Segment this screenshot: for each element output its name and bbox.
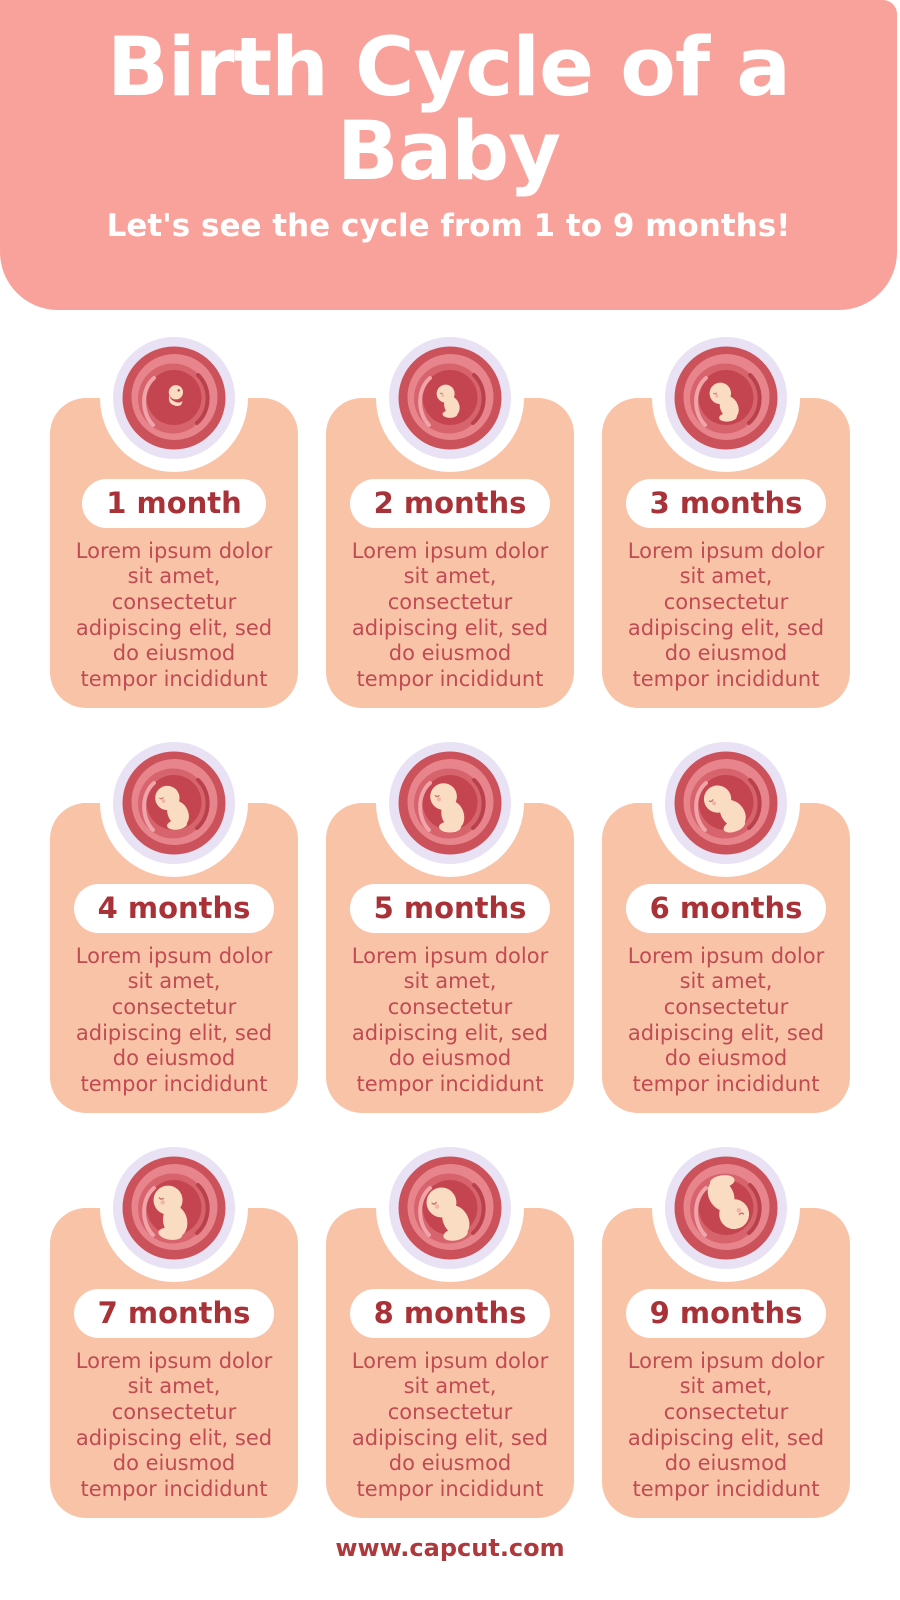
month-cell-9: 9 months Lorem ipsum dolor sit amet, con… [602,1134,850,1518]
month-label-pill: 8 months [349,1289,551,1338]
month-card-5: 5 months Lorem ipsum dolor sit amet, con… [326,729,574,1113]
month-card-1: 1 month Lorem ipsum dolor sit amet, cons… [50,324,298,708]
month-description: Lorem ipsum dolor sit amet, consectetur … [75,538,273,691]
womb-month-5-icon [389,742,511,864]
month-cell-7: 7 months Lorem ipsum dolor sit amet, con… [50,1134,298,1518]
month-label-pill: 7 months [73,1289,275,1338]
womb-month-7-icon [113,1147,235,1269]
month-label-pill: 3 months [625,479,827,528]
womb-month-8-icon [389,1147,511,1269]
month-cell-3: 3 months Lorem ipsum dolor sit amet, con… [602,324,850,708]
month-label-pill: 2 months [349,479,551,528]
footer-url-link[interactable]: www.capcut.com [335,1534,565,1562]
month-cell-1: 1 month Lorem ipsum dolor sit amet, cons… [50,324,298,708]
month-cell-5: 5 months Lorem ipsum dolor sit amet, con… [326,729,574,1113]
month-description: Lorem ipsum dolor sit amet, consectetur … [627,1348,825,1501]
month-cell-6: 6 months Lorem ipsum dolor sit amet, con… [602,729,850,1113]
womb-month-2-icon [389,337,511,459]
month-card-7: 7 months Lorem ipsum dolor sit amet, con… [50,1134,298,1518]
month-description: Lorem ipsum dolor sit amet, consectetur … [627,943,825,1096]
month-card-9: 9 months Lorem ipsum dolor sit amet, con… [602,1134,850,1518]
month-card-4: 4 months Lorem ipsum dolor sit amet, con… [50,729,298,1113]
page-subtitle: Let's see the cycle from 1 to 9 months! [106,208,791,245]
month-label-pill: 9 months [625,1289,827,1338]
month-cell-2: 2 months Lorem ipsum dolor sit amet, con… [326,324,574,708]
month-description: Lorem ipsum dolor sit amet, consectetur … [351,538,549,691]
header-banner: Birth Cycle of a Baby Let's see the cycl… [0,0,897,310]
months-grid: 1 month Lorem ipsum dolor sit amet, cons… [50,324,850,1518]
womb-month-6-icon [665,742,787,864]
month-card-3: 3 months Lorem ipsum dolor sit amet, con… [602,324,850,708]
month-label-pill: 5 months [349,884,551,933]
month-card-8: 8 months Lorem ipsum dolor sit amet, con… [326,1134,574,1518]
month-description: Lorem ipsum dolor sit amet, consectetur … [627,538,825,691]
womb-month-1-icon [113,337,235,459]
womb-month-3-icon [665,337,787,459]
month-description: Lorem ipsum dolor sit amet, consectetur … [75,943,273,1096]
month-cell-4: 4 months Lorem ipsum dolor sit amet, con… [50,729,298,1113]
month-label-pill: 1 month [82,479,266,528]
month-description: Lorem ipsum dolor sit amet, consectetur … [75,1348,273,1501]
footer: www.capcut.com [0,1534,900,1562]
month-description: Lorem ipsum dolor sit amet, consectetur … [351,943,549,1096]
month-cell-8: 8 months Lorem ipsum dolor sit amet, con… [326,1134,574,1518]
month-card-2: 2 months Lorem ipsum dolor sit amet, con… [326,324,574,708]
page-title: Birth Cycle of a Baby [107,21,791,200]
month-label-pill: 6 months [625,884,827,933]
month-description: Lorem ipsum dolor sit amet, consectetur … [351,1348,549,1501]
womb-month-9-icon [665,1147,787,1269]
month-card-6: 6 months Lorem ipsum dolor sit amet, con… [602,729,850,1113]
month-label-pill: 4 months [73,884,275,933]
womb-month-4-icon [113,742,235,864]
